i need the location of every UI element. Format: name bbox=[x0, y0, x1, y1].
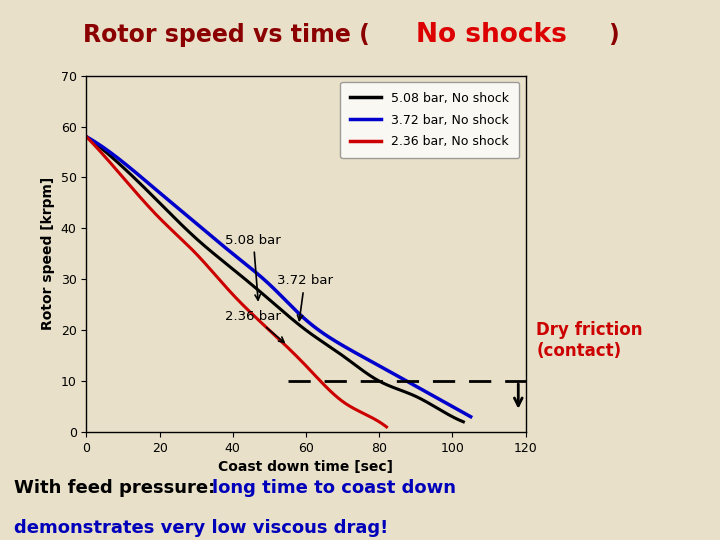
5.08 bar, No shock bbox=[82, 133, 91, 140]
Text: 5.08 bar: 5.08 bar bbox=[225, 234, 282, 300]
3.72 bar, No shock bbox=[128, 167, 137, 173]
5.08 bar, No shock bbox=[356, 366, 365, 372]
2.36 bar, No shock bbox=[271, 332, 279, 339]
2.36 bar, No shock bbox=[118, 174, 127, 180]
2.36 bar, No shock bbox=[299, 360, 307, 366]
3.72 bar, No shock bbox=[467, 414, 475, 420]
3.72 bar, No shock bbox=[82, 133, 91, 140]
3.72 bar, No shock bbox=[361, 355, 370, 362]
3.72 bar, No shock bbox=[324, 333, 333, 340]
Line: 3.72 bar, No shock: 3.72 bar, No shock bbox=[86, 137, 471, 417]
3.72 bar, No shock bbox=[234, 255, 243, 262]
Text: long time to coast down: long time to coast down bbox=[212, 479, 456, 497]
5.08 bar, No shock bbox=[127, 172, 136, 179]
2.36 bar, No shock bbox=[300, 361, 309, 368]
Text: 2.36 bar: 2.36 bar bbox=[225, 310, 284, 342]
3.72 bar, No shock bbox=[207, 233, 216, 239]
X-axis label: Coast down time [sec]: Coast down time [sec] bbox=[218, 460, 394, 474]
Text: No shocks: No shocks bbox=[416, 22, 567, 48]
5.08 bar, No shock bbox=[459, 418, 468, 425]
Text: With feed pressure:: With feed pressure: bbox=[14, 479, 222, 497]
Legend: 5.08 bar, No shock, 3.72 bar, No shock, 2.36 bar, No shock: 5.08 bar, No shock, 3.72 bar, No shock, … bbox=[340, 82, 519, 158]
5.08 bar, No shock bbox=[231, 268, 240, 275]
Line: 5.08 bar, No shock: 5.08 bar, No shock bbox=[86, 137, 464, 422]
Y-axis label: Rotor speed [krpm]: Rotor speed [krpm] bbox=[41, 177, 55, 330]
5.08 bar, No shock bbox=[205, 247, 214, 253]
Text: Rotor speed vs time (: Rotor speed vs time ( bbox=[83, 23, 369, 47]
2.36 bar, No shock bbox=[382, 424, 391, 430]
5.08 bar, No shock bbox=[319, 339, 328, 346]
Text: Dry friction
(contact): Dry friction (contact) bbox=[536, 321, 643, 360]
2.36 bar, No shock bbox=[201, 260, 210, 267]
3.72 bar, No shock bbox=[359, 354, 368, 361]
2.36 bar, No shock bbox=[180, 239, 189, 245]
5.08 bar, No shock bbox=[354, 364, 363, 370]
Line: 2.36 bar, No shock: 2.36 bar, No shock bbox=[86, 137, 387, 427]
Text: demonstrates very low viscous drag!: demonstrates very low viscous drag! bbox=[14, 519, 389, 537]
2.36 bar, No shock bbox=[82, 133, 91, 140]
Text: 3.72 bar: 3.72 bar bbox=[276, 274, 333, 320]
Text: ): ) bbox=[608, 23, 619, 47]
